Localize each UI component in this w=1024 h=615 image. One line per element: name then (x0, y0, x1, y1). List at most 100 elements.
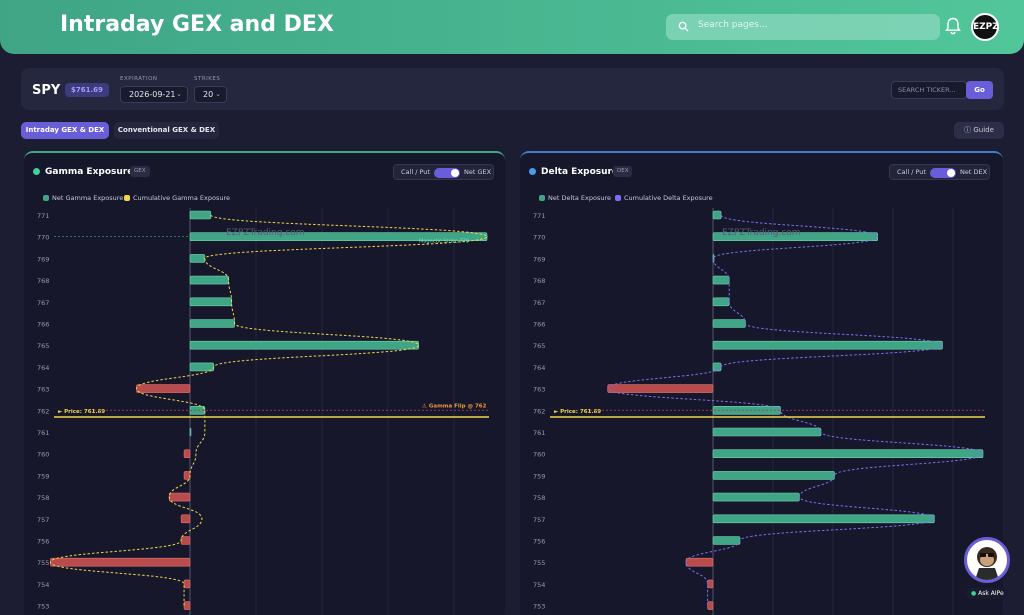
bar (183, 471, 191, 480)
tick-label: 764 (37, 364, 49, 372)
bar (189, 254, 206, 263)
bar (189, 297, 232, 307)
bar (712, 297, 730, 307)
gex-status-dot (33, 168, 40, 175)
bar (712, 449, 984, 458)
dex-status-dot (529, 168, 536, 175)
tick-label: 763 (533, 386, 545, 394)
search-input[interactable]: Search pages... (666, 14, 940, 40)
bar (183, 601, 191, 610)
controls-bar: SPY $761.69 EXPIRATION 2026-09-21 ⌄ STRI… (21, 68, 1004, 110)
ask-aipe-label[interactable]: ● Ask AIPe (966, 588, 1009, 599)
search-placeholder: Search pages... (698, 20, 768, 30)
tab-conventional[interactable]: Conventional GEX & DEX (114, 122, 219, 139)
tick-label: 755 (37, 559, 49, 567)
bar (707, 601, 714, 610)
strikes-value: 20 (203, 90, 214, 99)
gex-toggle[interactable]: Call / Put Net GEX (393, 164, 494, 180)
watermark: EZPZTrading.com (226, 228, 305, 238)
bar (712, 362, 722, 372)
tick-label: 758 (533, 494, 545, 502)
bar (712, 536, 741, 545)
tick-label: 769 (533, 255, 545, 263)
dex-chip: DEX (613, 166, 633, 177)
cumulative-line (49, 214, 488, 606)
tab-intraday[interactable]: Intraday GEX & DEX (21, 122, 109, 139)
tick-label: 761 (37, 429, 49, 437)
bar (712, 210, 722, 220)
tick-label: 754 (533, 581, 545, 589)
bar (180, 536, 191, 545)
toggle-left-label: Call / Put (897, 168, 926, 176)
tick-label: 753 (37, 603, 49, 611)
tick-label: 769 (37, 255, 49, 263)
strikes-label: STRIKES (194, 76, 221, 82)
aipe-avatar[interactable] (964, 537, 1010, 583)
bar (712, 340, 943, 350)
legend-net-delta[interactable]: Net Delta Exposure (539, 194, 611, 202)
tick-label: 768 (533, 277, 545, 285)
expiration-select[interactable]: 2026-09-21 ⌄ (120, 86, 188, 103)
watermark: EZPZTrading.com (722, 228, 801, 238)
guide-label: Guide (973, 126, 994, 134)
gex-chart: 771 770 769 768 767 766 765 764 763 762 761 760 759 7… (37, 208, 489, 615)
tick-label: 762 (37, 407, 49, 415)
ticker-search-input[interactable]: SEARCH TICKER... (891, 81, 967, 99)
tick-label: 768 (37, 277, 49, 285)
bar (136, 384, 191, 393)
dex-toggle[interactable]: Call / Put Net DEX (889, 164, 990, 180)
legend-net-gamma[interactable]: Net Gamma Exposure (43, 194, 123, 202)
tick-label: 765 (533, 342, 545, 350)
toggle-switch[interactable] (434, 168, 460, 178)
toggle-right-label: Net GEX (464, 168, 492, 176)
bar (712, 492, 800, 502)
bar (189, 210, 212, 220)
legend-cum-gamma[interactable]: Cumulative Gamma Exposure (124, 194, 230, 202)
avatar[interactable]: EZPZ (971, 13, 999, 41)
price-badge: $761.69 (65, 83, 109, 97)
app-header: Intraday GEX and DEX Search pages... EZP… (0, 0, 1024, 54)
chevron-down-icon: ⌄ (215, 90, 221, 98)
tick-label: 756 (37, 538, 49, 546)
toggle-switch[interactable] (930, 168, 956, 178)
gex-panel: Gamma Exposure GEX Call / Put Net GEX Ne… (24, 151, 505, 615)
gamma-flip-label: ⚠ Gamma Flip @ 762 (422, 403, 487, 409)
toggle-left-label: Call / Put (401, 168, 430, 176)
tick-label: 757 (37, 516, 49, 524)
gex-chip: GEX (130, 166, 150, 177)
bar (189, 275, 229, 285)
bar (712, 275, 730, 285)
bar (189, 427, 192, 437)
bar (189, 362, 215, 372)
legend-cum-delta[interactable]: Cumulative Delta Exposure (615, 194, 713, 202)
chevron-down-icon: ⌄ (176, 90, 182, 98)
tick-label: 762 (533, 407, 545, 415)
bar (607, 384, 714, 393)
tick-label: 757 (533, 516, 545, 524)
tick-label: 767 (37, 299, 49, 307)
go-button[interactable]: Go (966, 81, 993, 99)
strikes-select[interactable]: 20 ⌄ (194, 86, 227, 103)
tick-label: 771 (37, 212, 49, 220)
expiration-value: 2026-09-21 (129, 90, 176, 99)
bar (707, 579, 714, 589)
tick-label: 765 (37, 342, 49, 350)
bar (168, 492, 191, 502)
info-icon: ⓘ (964, 126, 974, 134)
bar (180, 514, 191, 524)
expiration-label: EXPIRATION (120, 76, 158, 82)
bar (189, 340, 419, 350)
guide-button[interactable]: ⓘ Guide (954, 122, 1004, 139)
price-label: ► Price: 761.69 (554, 409, 601, 415)
tick-label: 755 (533, 559, 545, 567)
dex-chart: 771 770 769 768 767 766 765 764 763 762 761 760 759 7… (533, 208, 985, 615)
tick-label: 763 (37, 386, 49, 394)
ticker-symbol: SPY (32, 83, 61, 98)
tick-label: 767 (533, 299, 545, 307)
bell-icon[interactable] (945, 17, 961, 35)
tick-label: 759 (533, 472, 545, 480)
tick-label: 760 (533, 451, 545, 459)
tick-label: 766 (37, 321, 49, 329)
gex-title: Gamma Exposure (45, 167, 134, 177)
tick-label: 770 (37, 234, 49, 242)
